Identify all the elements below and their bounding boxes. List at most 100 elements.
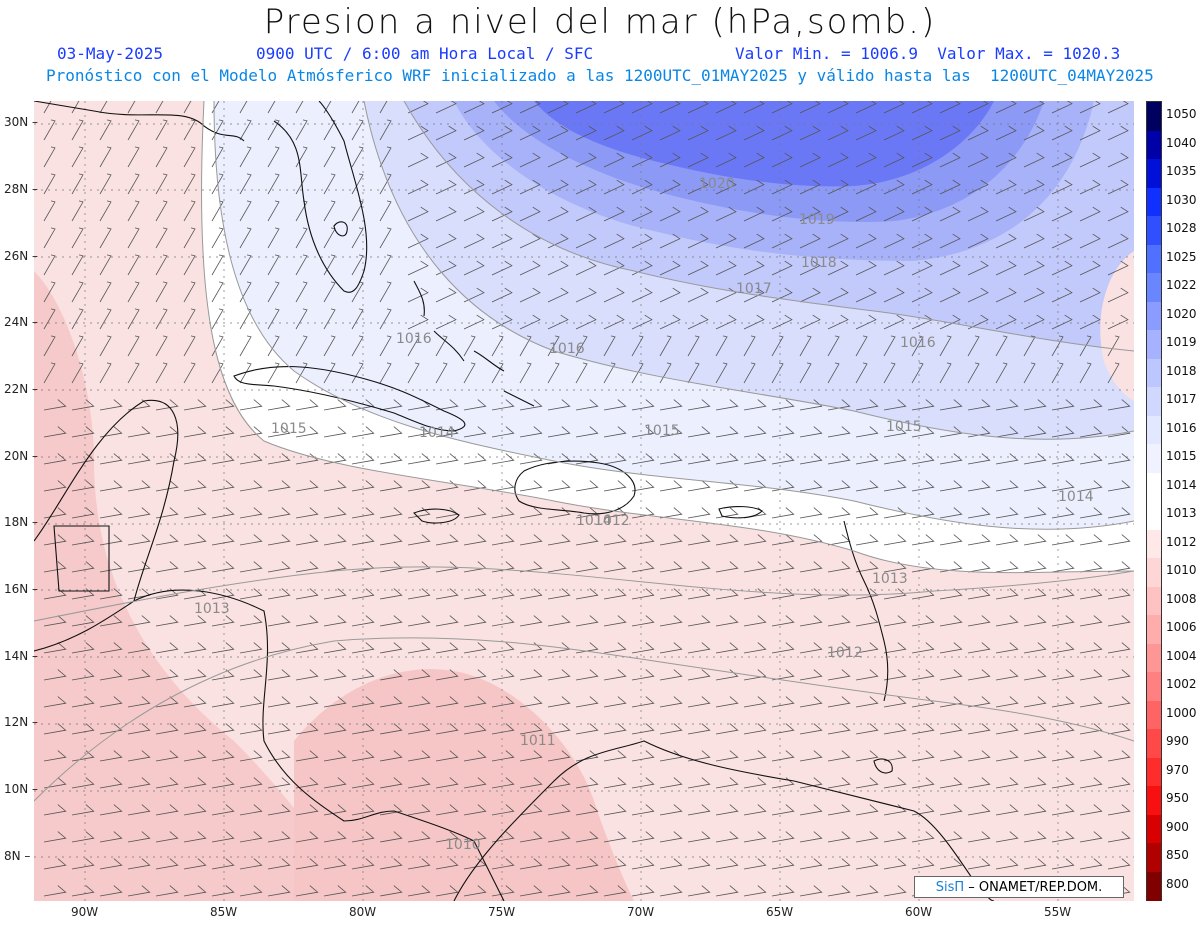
wind-barb [995, 453, 1019, 465]
wind-barb [743, 314, 765, 330]
wind-barb [351, 227, 364, 249]
wind-barb [239, 858, 263, 870]
wind-barb [155, 362, 168, 384]
wind-barb [687, 125, 709, 141]
wind-barb [323, 804, 347, 816]
wind-barb [855, 669, 879, 681]
wind-barb [1051, 453, 1075, 465]
wind-barb [631, 206, 653, 222]
wind-barb [1107, 206, 1129, 222]
wind-barb [323, 308, 336, 330]
wind-barb [435, 335, 448, 357]
wind-barb [827, 399, 851, 411]
wind-barb [995, 314, 1017, 330]
wind-barb [939, 507, 963, 519]
wind-barb [1079, 314, 1101, 330]
wind-barb [967, 233, 989, 249]
colorbar-label: 1019 [1166, 335, 1197, 350]
wind-barb [379, 480, 403, 492]
wind-barb [743, 858, 767, 870]
wind-barb [1079, 287, 1101, 303]
wind-barb [1051, 101, 1073, 114]
wind-barb [519, 777, 543, 789]
wind-barb [1107, 696, 1131, 708]
wind-barb [771, 831, 795, 843]
wind-barb [1023, 858, 1047, 870]
wind-barb [855, 588, 879, 600]
wind-barb [827, 858, 851, 870]
wind-barb [435, 642, 459, 654]
wind-barb [743, 696, 767, 708]
wind-barb [267, 777, 291, 789]
wind-barb [911, 507, 935, 519]
wind-barb [967, 426, 991, 438]
wind-barb [911, 480, 935, 492]
wind-barb [519, 152, 541, 168]
wind-barb [967, 335, 980, 357]
wind-barb [295, 588, 319, 600]
lat-label: 22N – [4, 382, 39, 396]
wind-barb [1107, 453, 1131, 465]
wind-barb [575, 885, 599, 897]
wind-barb [1079, 561, 1103, 573]
wind-barb [967, 152, 989, 168]
wind-barb [771, 179, 793, 195]
wind-barb [799, 831, 823, 843]
wind-barb [687, 804, 711, 816]
wind-barb [827, 179, 849, 195]
wind-barb [575, 642, 599, 654]
wind-barb [323, 534, 347, 546]
wind-barb [1079, 831, 1103, 843]
wind-barb [911, 858, 935, 870]
wind-barb [547, 561, 571, 573]
wind-barb [575, 335, 588, 357]
wind-barb [491, 885, 515, 897]
wind-barb [603, 314, 625, 330]
wind-barb [687, 287, 709, 303]
wind-barb [995, 507, 1019, 519]
wind-barb [631, 399, 655, 411]
wind-barb [715, 777, 739, 789]
wind-barb [519, 507, 543, 519]
wind-barb [715, 206, 737, 222]
wind-barb [407, 642, 431, 654]
wind-barb [967, 750, 991, 762]
wind-barb [631, 642, 655, 654]
wind-barb [99, 101, 108, 114]
wind-barb [323, 399, 347, 411]
wind-barb [659, 206, 681, 222]
wind-barb [967, 831, 991, 843]
wind-barb [771, 642, 795, 654]
wind-barb [995, 642, 1019, 654]
wind-barb [43, 399, 67, 411]
wind-barb [743, 287, 765, 303]
wind-barb [99, 723, 123, 735]
wind-barb [547, 399, 571, 411]
wind-barb [435, 453, 459, 465]
colorbar-label: 1008 [1166, 591, 1197, 606]
wind-barb [911, 335, 924, 357]
wind-barb [715, 750, 739, 762]
wind-barb [659, 831, 683, 843]
wind-barb [603, 858, 627, 870]
wind-barb [379, 615, 403, 627]
wind-barb [995, 777, 1019, 789]
colorbar-segment [1147, 643, 1161, 673]
central-america [34, 589, 505, 901]
wind-barb [183, 777, 207, 789]
wind-barb [1023, 480, 1047, 492]
wind-barb [267, 804, 291, 816]
wind-barb [771, 480, 795, 492]
wind-barb [743, 426, 767, 438]
wind-barb [603, 233, 625, 249]
wind-barb [827, 335, 840, 357]
wind-barb [183, 308, 196, 330]
wind-barb [99, 534, 123, 546]
wind-barb [1107, 152, 1129, 168]
wind-barb [659, 426, 683, 438]
wind-barb [351, 480, 375, 492]
wind-barb [71, 362, 84, 384]
wind-barb [323, 362, 336, 384]
coastlines [34, 101, 995, 901]
wind-barb [1079, 362, 1092, 384]
